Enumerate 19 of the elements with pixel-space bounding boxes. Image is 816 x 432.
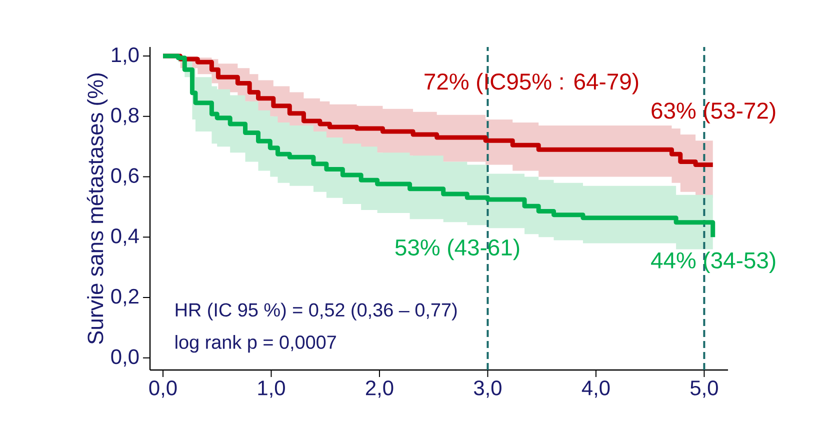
- annotation: 44% (34-53): [651, 252, 776, 274]
- x-tick-label: 4,0: [582, 380, 610, 398]
- annotation: 53% (43-61): [395, 238, 520, 260]
- x-tick-label: 0,0: [149, 380, 177, 398]
- y-tick-label: 0,0: [111, 349, 139, 367]
- y-tick-label: 1,0: [112, 47, 139, 65]
- annotation: log rank p = 0,0007: [176, 335, 336, 353]
- x-tick-label: 1,0: [258, 380, 285, 398]
- x-tick-label: 3,0: [474, 380, 502, 398]
- annotation: 63% (53-72): [652, 102, 776, 124]
- y-tick-label: 0,6: [111, 168, 139, 186]
- y-tick-label: 0,4: [111, 228, 139, 246]
- y-axis-title: Survie sans métastases (%): [86, 73, 108, 344]
- x-tick-label: 5,0: [690, 380, 718, 398]
- annotation: HR (IC 95 %) = 0,52 (0,36 – 0,77): [176, 302, 457, 320]
- y-tick-label: 0,2: [111, 288, 138, 306]
- x-tick-label: 2,0: [366, 380, 394, 398]
- annotation: 72% (IC95% : 64-79): [424, 72, 638, 94]
- y-tick-label: 0,8: [111, 108, 139, 126]
